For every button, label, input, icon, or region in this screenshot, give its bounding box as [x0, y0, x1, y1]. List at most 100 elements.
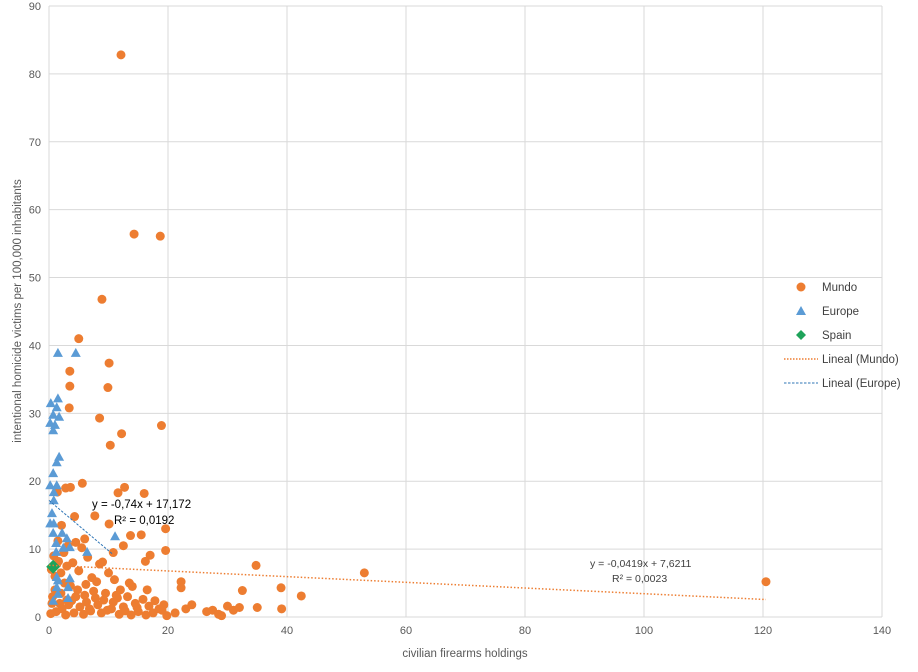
y-tick-label: 30	[29, 408, 41, 420]
point-mundo	[251, 560, 261, 570]
point-mundo	[117, 429, 127, 439]
y-tick-label: 90	[29, 1, 41, 13]
point-mundo	[140, 556, 150, 566]
gridlines	[48, 5, 883, 618]
point-europe	[45, 480, 56, 490]
point-europe	[51, 546, 62, 556]
point-mundo	[118, 541, 128, 551]
point-mundo	[176, 583, 186, 593]
data-points	[45, 50, 771, 621]
point-europe	[48, 527, 59, 537]
point-mundo	[276, 583, 286, 593]
point-mundo	[145, 550, 155, 560]
point-europe	[52, 588, 63, 598]
y-tick-label: 70	[29, 137, 41, 149]
x-tick-label: 40	[281, 625, 293, 637]
point-mundo	[102, 605, 112, 615]
point-mundo	[138, 594, 148, 604]
point-mundo	[237, 586, 247, 596]
point-mundo	[126, 531, 136, 541]
point-europe	[48, 518, 59, 528]
point-mundo	[74, 566, 84, 576]
point-mundo	[97, 294, 107, 304]
point-mundo	[108, 548, 118, 558]
legend-label-lineal-mundo: Lineal (Mundo)	[822, 354, 899, 366]
legend-marker-europe	[796, 306, 806, 315]
point-mundo	[136, 530, 146, 540]
legend-marker-mundo	[796, 282, 806, 292]
point-europe	[51, 402, 62, 412]
point-europe	[48, 487, 59, 497]
point-mundo	[105, 440, 115, 450]
point-mundo	[103, 383, 113, 393]
point-mundo	[64, 403, 74, 413]
point-mundo	[127, 581, 137, 591]
point-mundo	[89, 586, 99, 596]
point-mundo	[80, 534, 90, 544]
point-mundo	[70, 512, 80, 522]
point-mundo	[129, 229, 139, 239]
point-mundo	[56, 520, 66, 530]
point-europe	[54, 411, 65, 421]
point-mundo	[69, 608, 79, 618]
point-mundo	[761, 577, 771, 587]
point-mundo	[142, 585, 152, 595]
point-mundo	[81, 597, 91, 607]
point-europe	[63, 592, 74, 602]
point-europe	[51, 457, 62, 467]
point-europe	[52, 393, 63, 403]
point-europe	[82, 546, 93, 556]
y-axis-title: intentional homicide victims per 100,000…	[12, 179, 24, 443]
point-europe	[51, 571, 62, 581]
point-mundo	[92, 577, 102, 587]
x-tick-label: 80	[519, 625, 531, 637]
legend-marker-spain	[796, 330, 806, 340]
point-mundo	[98, 557, 108, 567]
point-mundo	[123, 592, 133, 602]
point-mundo	[296, 591, 306, 601]
point-europe	[48, 495, 59, 505]
trendlines	[48, 500, 767, 601]
point-europe	[48, 409, 59, 419]
y-tick-label: 10	[29, 544, 41, 556]
point-mundo	[79, 609, 89, 619]
legend-label-mundo: Mundo	[822, 282, 857, 294]
point-mundo	[111, 590, 121, 600]
point-mundo	[234, 602, 244, 612]
point-mundo	[170, 608, 180, 618]
x-tick-label: 100	[635, 625, 653, 637]
point-mundo	[84, 604, 94, 614]
point-mundo	[161, 524, 171, 534]
point-mundo	[73, 585, 83, 595]
y-tick-label: 50	[29, 273, 41, 285]
point-mundo	[126, 610, 136, 620]
point-mundo	[144, 601, 154, 611]
x-tick-label: 120	[754, 625, 772, 637]
point-mundo	[161, 545, 171, 555]
trendline-europe	[48, 500, 113, 555]
point-mundo	[109, 575, 119, 585]
point-mundo	[104, 358, 114, 368]
tick-labels: 0 10 20 30 40 50 60 70 80 90 0 20 40 60 80 100 120 140	[29, 1, 891, 637]
point-europe	[64, 542, 75, 552]
legend-label-lineal-europe: Lineal (Europe)	[822, 378, 901, 390]
point-mundo	[65, 381, 75, 391]
point-mundo	[155, 231, 165, 241]
point-europe	[51, 480, 62, 490]
point-europe	[61, 533, 72, 543]
point-mundo	[104, 519, 114, 529]
point-mundo	[359, 568, 369, 578]
point-mundo	[150, 596, 160, 606]
y-tick-label: 60	[29, 205, 41, 217]
point-mundo	[77, 478, 87, 488]
point-mundo	[104, 568, 113, 578]
point-mundo	[99, 595, 109, 605]
legend: Mundo Europe Spain Lineal (Mundo) Lineal…	[784, 282, 901, 390]
y-tick-label: 20	[29, 476, 41, 488]
eq-mundo: y = -0,0419x + 7,6211	[590, 558, 692, 570]
point-mundo	[141, 610, 151, 620]
point-europe	[52, 347, 63, 357]
x-tick-label: 60	[400, 625, 412, 637]
point-mundo	[156, 421, 166, 431]
